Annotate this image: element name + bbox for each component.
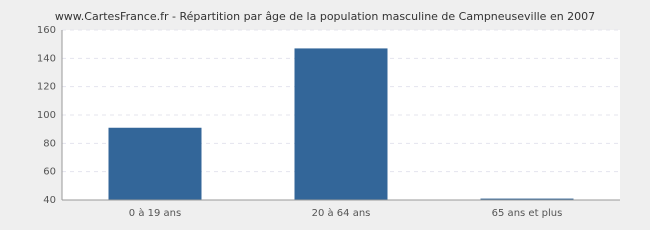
y-tick-label: 140 <box>37 53 56 64</box>
y-tick-label: 120 <box>37 82 56 93</box>
bar <box>294 48 388 200</box>
bar <box>480 198 574 200</box>
y-tick-label: 100 <box>37 110 56 121</box>
y-tick-label: 40 <box>43 195 56 206</box>
x-tick-label: 65 ans et plus <box>492 208 563 219</box>
y-tick-label: 80 <box>43 138 56 149</box>
bar <box>108 127 202 200</box>
y-tick-label: 60 <box>43 167 56 178</box>
x-tick-label: 20 à 64 ans <box>312 207 371 219</box>
chart: www.CartesFrance.fr - Répartition par âg… <box>0 0 650 230</box>
chart-title: www.CartesFrance.fr - Répartition par âg… <box>55 10 595 23</box>
x-tick-label: 0 à 19 ans <box>129 207 181 219</box>
y-tick-label: 160 <box>37 25 56 36</box>
